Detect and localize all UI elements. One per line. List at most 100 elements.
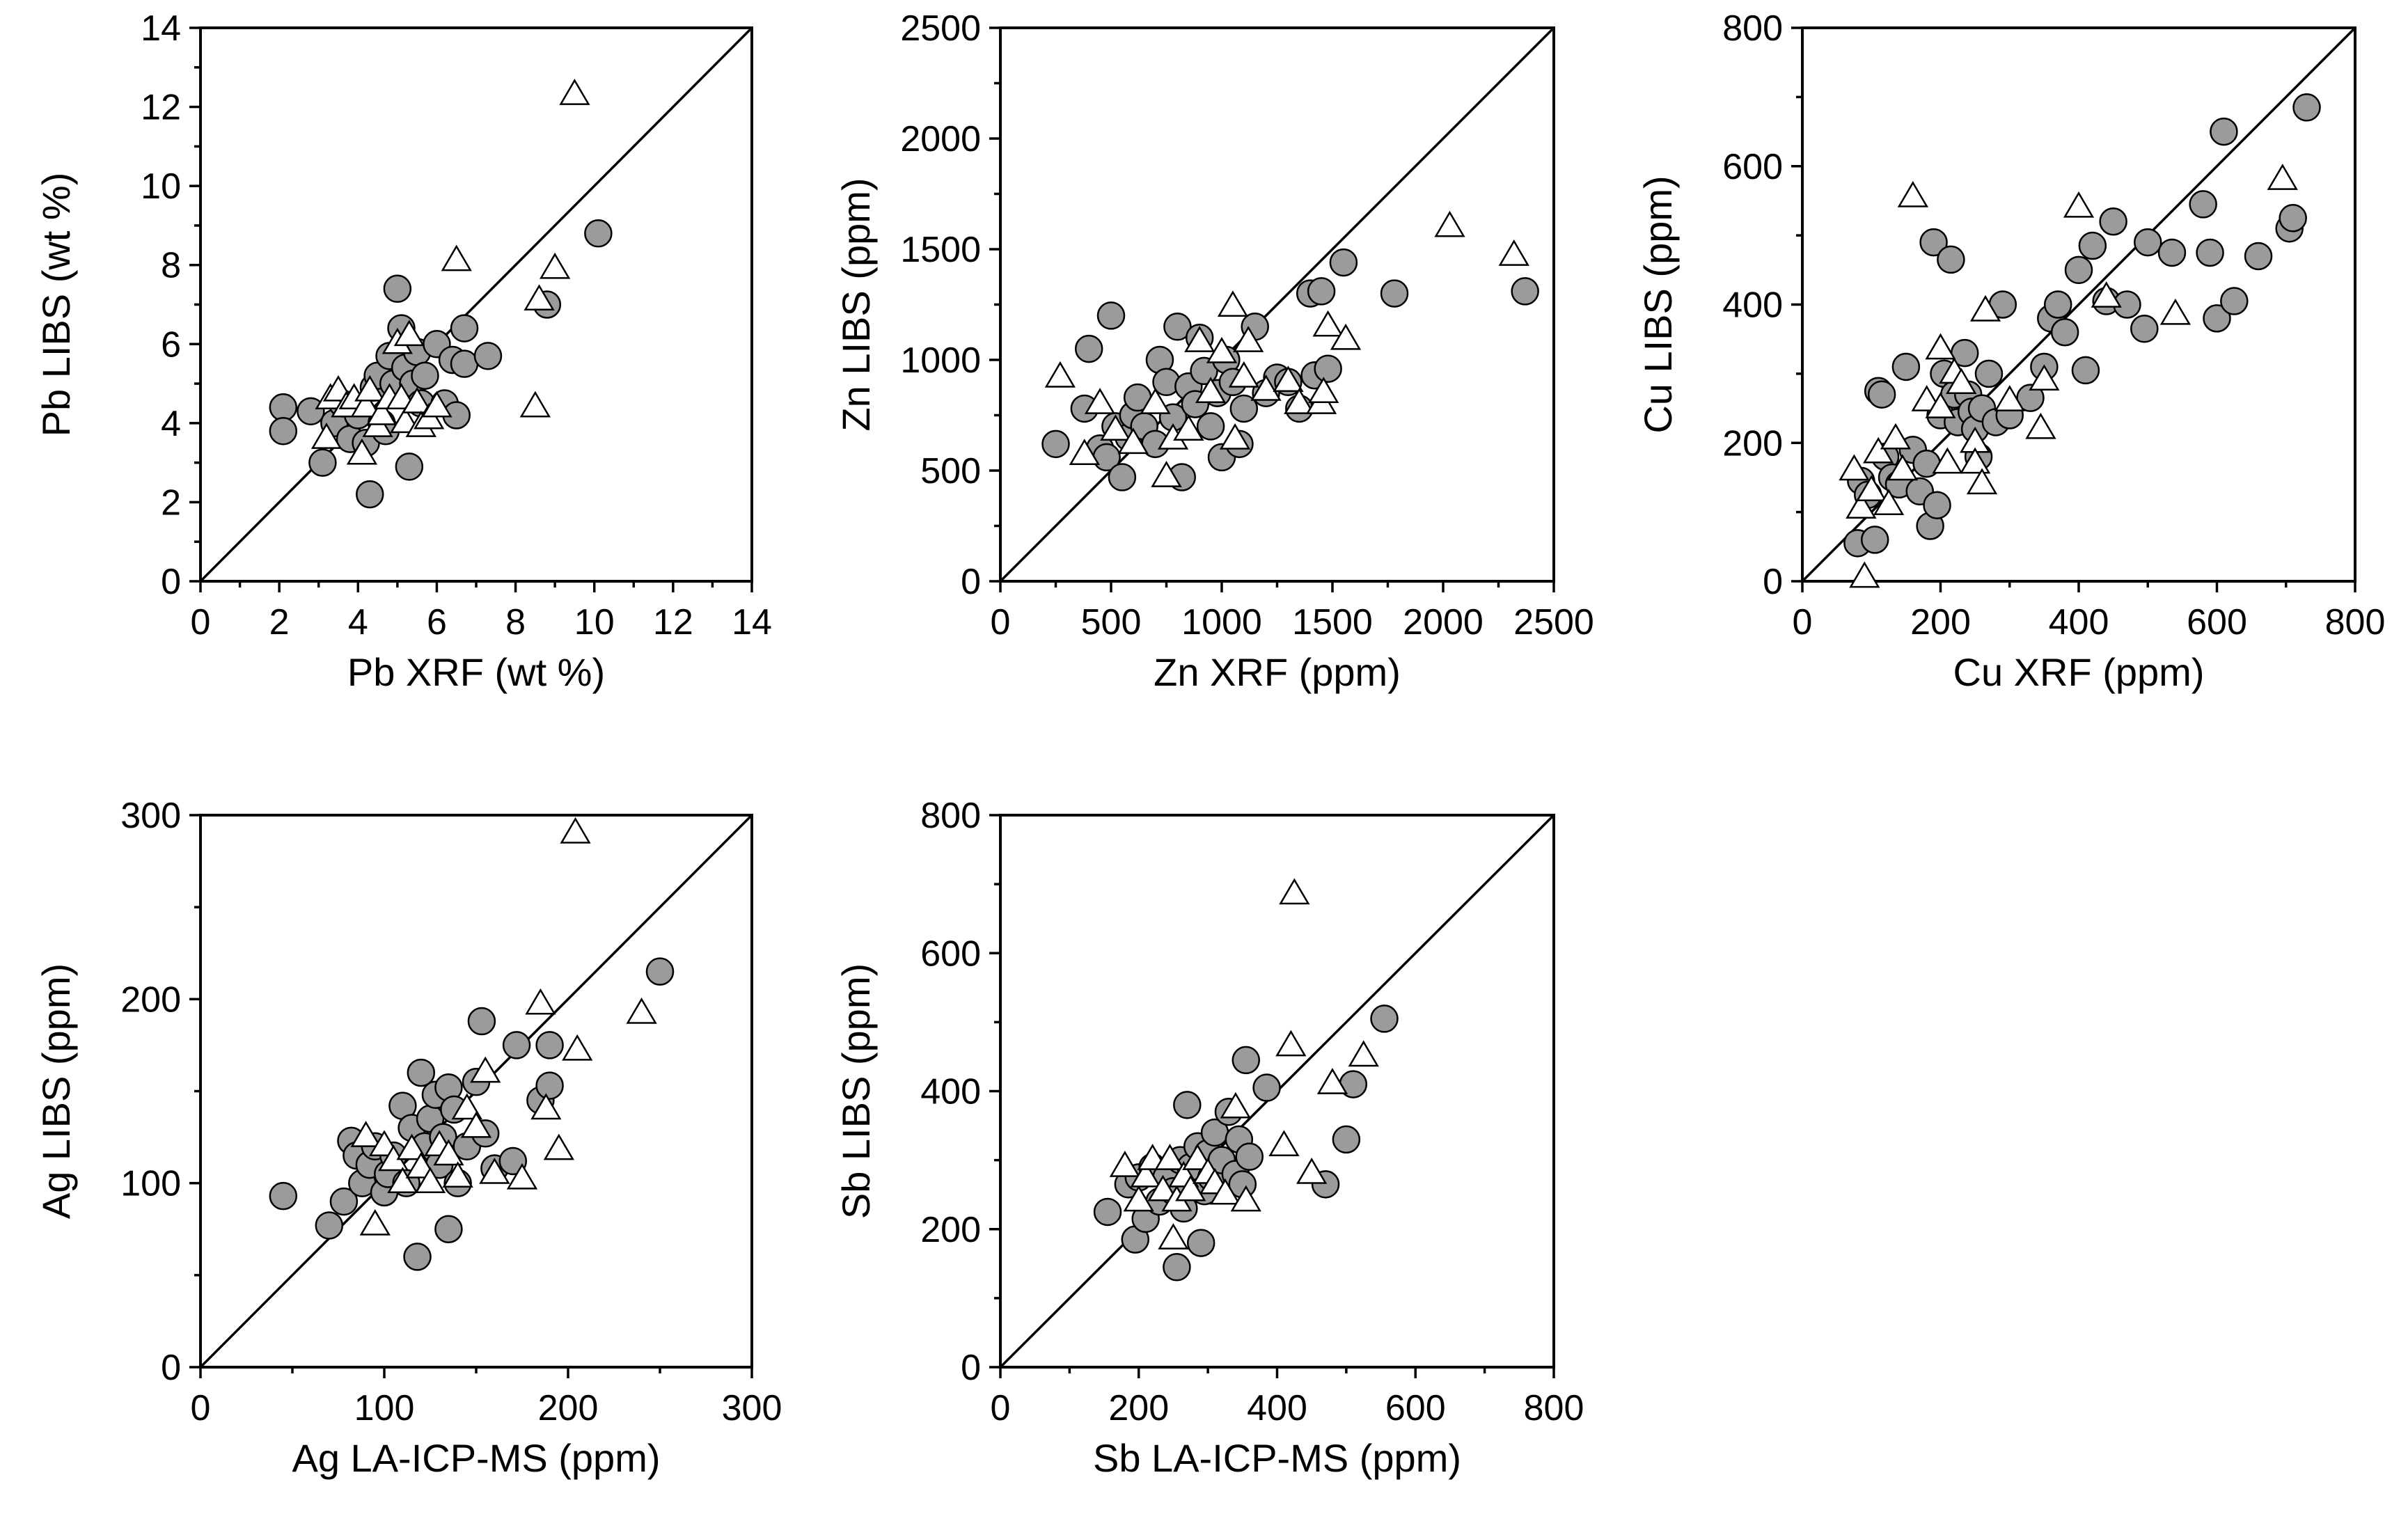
cu-circle-point xyxy=(2196,238,2224,267)
ag-triangle-point xyxy=(387,1167,418,1193)
pb-triangle-point xyxy=(393,320,425,347)
ag-triangle-point xyxy=(525,988,556,1015)
cu-y-axis-label: Cu LIBS (ppm) xyxy=(1636,175,1680,433)
pb-triangle-point xyxy=(402,387,433,413)
ag-triangle-point xyxy=(460,1111,492,1138)
ag-circle-point xyxy=(407,1058,436,1087)
zn-triangle-point xyxy=(1498,239,1529,266)
cu-circle-point xyxy=(2244,242,2273,271)
pb-x-axis-label: Pb XRF (wt %) xyxy=(347,650,605,694)
zn-x-tick-label: 0 xyxy=(991,602,1011,643)
sb-triangle-point xyxy=(1123,1185,1154,1212)
zn-circle-point xyxy=(1511,277,1539,306)
pb-circle-point xyxy=(297,397,325,426)
zn-triangle-point xyxy=(1173,414,1204,441)
cu-triangle-point xyxy=(1925,333,1956,360)
ag-triangle-point xyxy=(470,1056,501,1083)
zn-circle-point xyxy=(1196,412,1225,441)
sb-y-tick-label: 0 xyxy=(961,1348,981,1388)
pb-x-tick-label: 8 xyxy=(505,602,526,643)
cu-circle-point xyxy=(2210,117,2238,146)
zn-y-tick-label: 0 xyxy=(961,562,981,602)
panel-zn: 0 500 1000 1500 2000 2500 0 500 1000 1500 2000 2500… xyxy=(834,8,1594,694)
pb-circle-point xyxy=(269,416,298,446)
cu-x-tick-label: 800 xyxy=(2325,602,2386,643)
cu-circle-point xyxy=(2099,207,2127,236)
ag-circle-point xyxy=(535,1031,564,1059)
pb-circle-point xyxy=(450,349,479,378)
sb-circle-point xyxy=(1332,1125,1361,1154)
zn-x-axis-label: Zn XRF (ppm) xyxy=(1154,650,1401,694)
zn-y-axis-label: Zn LIBS (ppm) xyxy=(834,178,878,431)
pb-circle-point xyxy=(308,448,337,477)
zn-y-tick-label: 2000 xyxy=(900,119,981,159)
ag-circle-point xyxy=(315,1211,344,1240)
cu-triangle-point xyxy=(2063,191,2095,218)
sb-triangle-point xyxy=(1296,1158,1328,1184)
sb-triangle-point xyxy=(1147,1174,1179,1201)
cu-triangle-point xyxy=(2091,281,2122,308)
sb-circle-point xyxy=(1093,1197,1122,1227)
cu-triangle-point xyxy=(1946,368,1977,395)
pb-x-tick-label: 10 xyxy=(574,602,615,643)
cu-triangle-point xyxy=(2029,364,2060,391)
pb-triangle-point xyxy=(346,438,378,465)
cu-circle-point xyxy=(1891,352,1921,381)
pb-triangle-point xyxy=(354,375,386,402)
ag-circle-point xyxy=(269,1181,298,1211)
cu-circle-point xyxy=(1937,245,1965,274)
zn-x-tick-label: 1500 xyxy=(1292,602,1373,643)
cu-triangle-point xyxy=(1897,181,1928,207)
cu-triangle-point xyxy=(1932,447,1963,474)
zn-triangle-point xyxy=(1069,439,1100,466)
sb-triangle-point xyxy=(1154,1144,1186,1170)
sb-triangle-point xyxy=(1109,1151,1140,1177)
sb-x-tick-label: 600 xyxy=(1385,1388,1446,1428)
pb-triangle-point xyxy=(366,399,398,425)
cu-circle-point xyxy=(2064,255,2093,285)
cu-circle-point xyxy=(1919,228,1948,257)
panel-cu: 0 200 400 600 800 0 200 400 600 800 Cu XRF (ppm) Cu… xyxy=(1636,8,2385,694)
cu-triangle-point xyxy=(1863,436,1894,464)
zn-y-tick-label: 1500 xyxy=(900,230,981,270)
pb-circle-point xyxy=(584,219,613,248)
zn-circle-point xyxy=(1329,248,1358,277)
cu-circle-point xyxy=(2050,318,2079,347)
sb-triangle-point xyxy=(1279,878,1310,905)
zn-triangle-point xyxy=(1273,365,1304,393)
sb-circle-point xyxy=(1186,1229,1215,1257)
pb-x-tick-label: 12 xyxy=(653,602,693,643)
ag-triangle-point xyxy=(451,1093,482,1120)
cu-circle-point xyxy=(1867,380,1896,409)
cu-triangle-point xyxy=(1969,294,2001,322)
zn-circle-point xyxy=(1041,429,1070,459)
pb-circle-point xyxy=(356,480,384,509)
zn-circle-point xyxy=(1108,463,1137,491)
ag-triangle-point xyxy=(543,1133,574,1160)
sb-triangle-point xyxy=(1275,1030,1307,1057)
ag-triangle-point xyxy=(396,1133,427,1160)
ag-circle-point xyxy=(329,1187,359,1216)
cu-circle-point xyxy=(2220,287,2249,315)
cu-triangle-point xyxy=(2025,412,2056,439)
pb-y-tick-label: 4 xyxy=(161,404,181,444)
ag-triangle-point xyxy=(359,1209,391,1236)
pb-y-axis-label: Pb LIBS (wt %) xyxy=(34,173,78,437)
cu-circle-point xyxy=(2157,238,2187,267)
zn-y-tick-label: 1000 xyxy=(900,340,981,381)
cu-triangle-point xyxy=(1960,447,1991,474)
sb-x-tick-label: 400 xyxy=(1247,1388,1307,1428)
ag-circle-point xyxy=(502,1031,531,1059)
ag-x-tick-label: 0 xyxy=(191,1388,211,1428)
ag-triangle-point xyxy=(562,1034,593,1061)
ag-triangle-point xyxy=(442,1161,473,1188)
ag-y-axis-label: Ag LIBS (ppm) xyxy=(34,963,78,1219)
cu-triangle-point xyxy=(1966,468,1998,495)
sb-triangle-point xyxy=(1182,1144,1213,1170)
panel-pb: 0 2 4 6 8 10 12 14 0 2 4 6 8 10 12 14 Pb XRF (wt %) Pb LI… xyxy=(34,8,772,694)
sb-triangle-point xyxy=(1175,1174,1206,1201)
zn-triangle-point xyxy=(1284,388,1315,414)
cu-triangle-point xyxy=(2159,298,2191,325)
pb-x-tick-label: 6 xyxy=(427,602,447,643)
